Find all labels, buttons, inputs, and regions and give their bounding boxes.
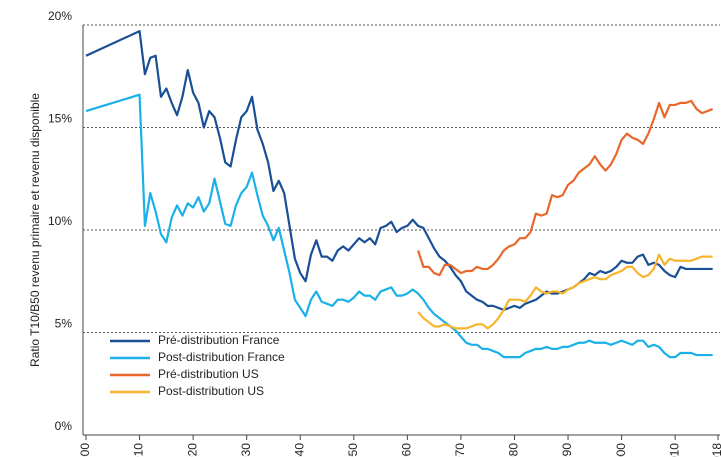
- x-tick-label: 1940: [292, 443, 306, 457]
- legend-label: Pré-distribution France: [158, 333, 280, 347]
- y-tick-label: 5%: [55, 317, 73, 331]
- x-tick-label: 1970: [453, 443, 467, 457]
- x-tick-label: 1960: [400, 443, 414, 457]
- series-line: [85, 30, 713, 312]
- x-tick-label: 1910: [132, 443, 146, 457]
- series-line: [85, 93, 713, 359]
- legend-label: Pré-distribution US: [158, 367, 259, 381]
- legend-label: Post-distribution France: [158, 350, 285, 364]
- x-tick-label: 1930: [239, 443, 253, 457]
- series-line: [417, 253, 713, 330]
- x-tick-label: 1920: [185, 443, 199, 457]
- y-tick-label: 15%: [48, 112, 72, 126]
- x-tick-label: 1990: [560, 443, 574, 457]
- y-tick-label: 20%: [48, 9, 72, 23]
- x-tick-label: 2010: [667, 443, 681, 457]
- y-tick-label: 10%: [48, 214, 72, 228]
- x-tick-label: 2000: [614, 443, 628, 457]
- series-line: [417, 99, 714, 277]
- legend-label: Post-distribution US: [158, 384, 264, 398]
- x-tick-label: 1980: [507, 443, 521, 457]
- x-tick-label: 1950: [346, 443, 360, 457]
- x-tick-label: 2018: [710, 443, 721, 457]
- y-axis-label: Ratio T10/B50 revenu primaire et revenu …: [28, 93, 42, 367]
- y-tick-label: 0%: [55, 419, 73, 433]
- x-tick-label: 1900: [78, 443, 92, 457]
